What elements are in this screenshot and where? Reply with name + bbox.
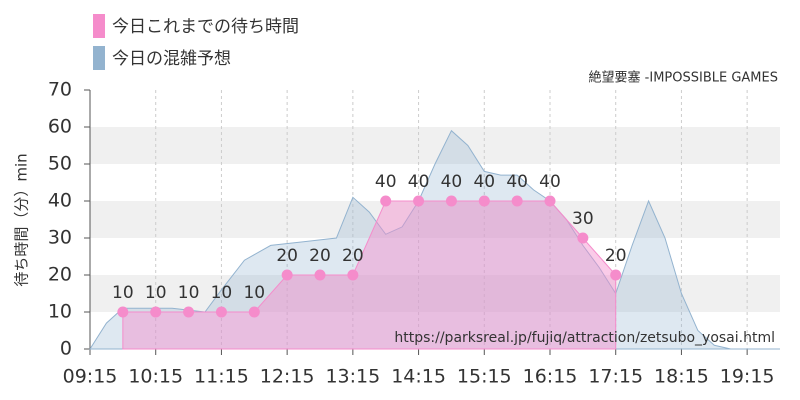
data-point <box>347 269 359 281</box>
data-label: 20 <box>309 246 331 266</box>
x-tick-label: 16:15 <box>523 366 578 388</box>
data-point <box>150 306 162 318</box>
y-tick-label: 0 <box>60 338 72 360</box>
data-point <box>610 269 622 281</box>
x-tick-label: 09:15 <box>63 366 118 388</box>
data-point <box>117 306 129 318</box>
y-tick-label: 60 <box>48 116 72 138</box>
data-label: 20 <box>276 246 298 266</box>
y-tick-label: 10 <box>48 301 72 323</box>
data-point <box>511 195 523 207</box>
data-label: 20 <box>605 246 627 266</box>
x-tick-label: 19:15 <box>720 366 775 388</box>
y-tick-label: 20 <box>48 264 72 286</box>
data-label: 10 <box>178 283 200 303</box>
attribution: 絶望要塞 -IMPOSSIBLE GAMES <box>589 70 778 86</box>
x-tick-label: 13:15 <box>325 366 380 388</box>
data-label: 40 <box>506 172 528 192</box>
data-point <box>577 232 589 244</box>
data-point <box>183 306 195 318</box>
data-label: 30 <box>572 209 594 229</box>
data-label: 10 <box>211 283 233 303</box>
y-tick-label: 30 <box>48 227 72 249</box>
legend-label: 今日これまでの待ち時間 <box>112 17 299 37</box>
x-tick-label: 15:15 <box>457 366 512 388</box>
data-point <box>544 195 556 207</box>
y-tick-label: 70 <box>48 79 72 101</box>
legend-swatch <box>93 46 105 70</box>
x-tick-label: 12:15 <box>260 366 315 388</box>
data-point <box>215 306 227 318</box>
data-label: 40 <box>473 172 495 192</box>
data-point <box>478 195 490 207</box>
data-point <box>445 195 457 207</box>
legend-label: 今日の混雑予想 <box>112 49 231 69</box>
x-tick-label: 17:15 <box>588 366 643 388</box>
legend-swatch <box>93 14 105 38</box>
data-label: 10 <box>243 283 265 303</box>
data-label: 40 <box>441 172 463 192</box>
x-tick-label: 14:15 <box>391 366 446 388</box>
data-label: 40 <box>375 172 397 192</box>
data-point <box>281 269 293 281</box>
data-point <box>413 195 425 207</box>
y-tick-label: 40 <box>48 190 72 212</box>
series-area <box>89 129 780 350</box>
data-label: 10 <box>145 283 167 303</box>
y-axis-label: 待ち時間（分）min <box>13 153 31 286</box>
data-label: 40 <box>408 172 430 192</box>
data-point <box>248 306 260 318</box>
data-point <box>380 195 392 207</box>
x-tick-label: 10:15 <box>128 366 183 388</box>
data-point <box>314 269 326 281</box>
data-label: 20 <box>342 246 364 266</box>
y-tick-label: 50 <box>48 153 72 175</box>
grid-band <box>90 127 780 164</box>
grid-band <box>90 275 780 312</box>
data-label: 10 <box>112 283 134 303</box>
x-tick-label: 18:15 <box>654 366 709 388</box>
data-label: 40 <box>539 172 561 192</box>
source-url: https://parksreal.jp/fujiq/attraction/ze… <box>394 330 775 346</box>
x-tick-label: 11:15 <box>194 366 249 388</box>
grid-band <box>90 201 780 238</box>
